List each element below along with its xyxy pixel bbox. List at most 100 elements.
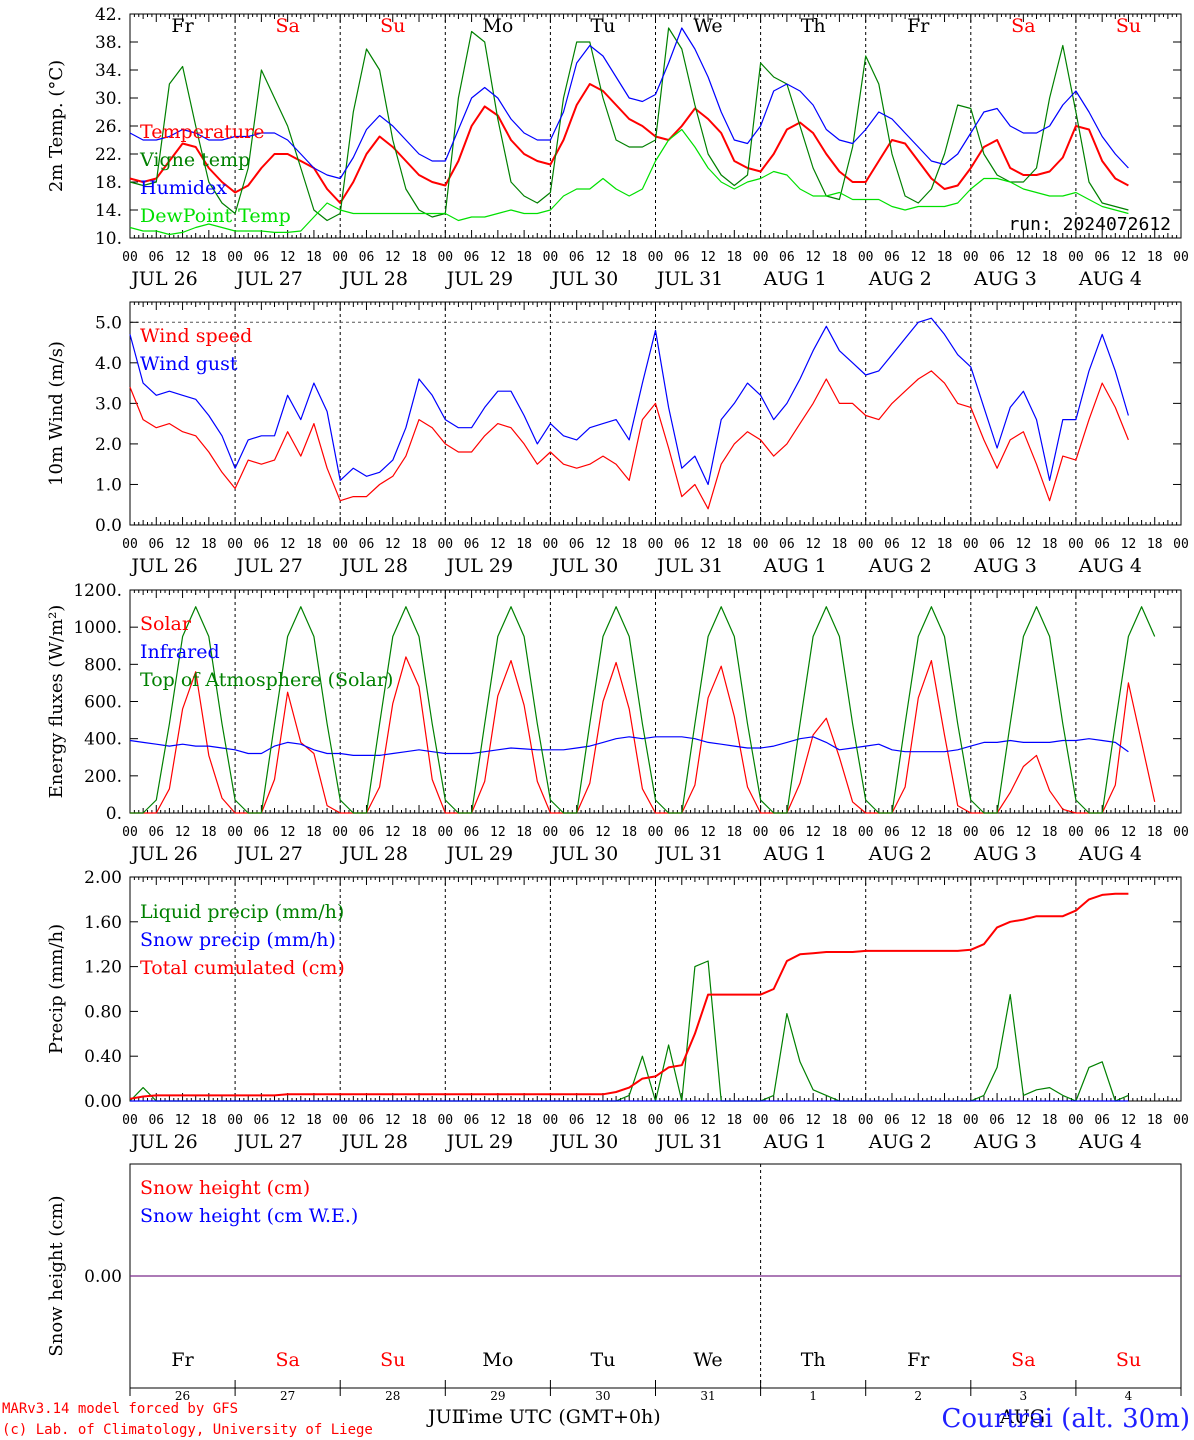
- x-hour-label: 06: [989, 250, 1005, 265]
- x-hour-label: 12: [1016, 537, 1032, 552]
- x-hour-label: 12: [385, 250, 401, 265]
- weekday-label: Tu: [590, 15, 615, 37]
- x-date-label: JUL 26: [129, 843, 197, 865]
- x-hour-label: 18: [306, 825, 322, 840]
- x-hour-label: 00: [1068, 825, 1084, 840]
- x-hour-label: 18: [516, 537, 532, 552]
- x-hour-label: 12: [700, 1113, 716, 1128]
- series-line-2: [129, 317, 1129, 486]
- x-hour-label: 12: [805, 250, 821, 265]
- x-hour-label: 18: [1147, 1113, 1163, 1128]
- x-hour-label: 18: [937, 250, 953, 265]
- x-hour-label: 00: [1068, 1113, 1084, 1128]
- x-date-label: JUL 27: [234, 555, 302, 577]
- x-hour-label: 06: [1094, 825, 1110, 840]
- x-hour-label: 18: [201, 250, 217, 265]
- weekday-label: Sa: [1011, 15, 1035, 37]
- x-date-label: JUL 26: [129, 268, 197, 290]
- x-hour-label: 00: [332, 1113, 348, 1128]
- credit-line-1: MARv3.14 model forced by GFS: [2, 1401, 238, 1417]
- y-tick-label: 26.: [95, 117, 122, 137]
- x-hour-label: 00: [963, 1113, 979, 1128]
- x-date-label: JUL 30: [550, 1131, 618, 1153]
- x-hour-label: 06: [359, 250, 375, 265]
- y-tick-label: 18.: [95, 173, 122, 193]
- series-line-1: [129, 960, 1129, 1102]
- legend-entry: Top of Atmosphere (Solar): [140, 669, 393, 691]
- x-hour-label: 12: [595, 250, 611, 265]
- x-hour-label: 00: [122, 537, 138, 552]
- x-hour-label: 18: [726, 825, 742, 840]
- x-hour-label: 06: [779, 1113, 795, 1128]
- x-hour-label: 00: [858, 1113, 874, 1128]
- x-hour-label: 18: [937, 1113, 953, 1128]
- x-hour-label: 18: [1042, 250, 1058, 265]
- x-hour-label: 00: [543, 537, 559, 552]
- legend-entry: Liquid precip (mm/h): [140, 901, 344, 923]
- x-hour-label: 06: [464, 537, 480, 552]
- x-hour-label: 12: [175, 1113, 191, 1128]
- y-tick-label: 1.0: [95, 475, 122, 495]
- x-hour-label: 00: [858, 250, 874, 265]
- x-hour-label: 00: [437, 537, 453, 552]
- x-hour-label: 18: [832, 537, 848, 552]
- legend-entry: Humidex: [140, 177, 227, 199]
- x-hour-label: 00: [227, 825, 243, 840]
- x-date-label: JUL 28: [340, 555, 408, 577]
- panel-1: 10. 14. 18. 22. 26. 30. 34. 38. 42. 2m Temp. (°C)…: [46, 5, 1189, 290]
- x-hour-label: 12: [1121, 250, 1137, 265]
- y-tick-label: 22.: [95, 145, 122, 165]
- x-hour-label: 18: [1042, 537, 1058, 552]
- x-hour-label: 12: [805, 1113, 821, 1128]
- x-hour-label: 18: [411, 1113, 427, 1128]
- x-hour-label: 06: [148, 250, 164, 265]
- x-hour-label: 06: [989, 1113, 1005, 1128]
- y-tick-label: 42.: [95, 5, 122, 25]
- x-hour-label: 06: [674, 1113, 690, 1128]
- plot-frame: [129, 589, 1182, 814]
- y-tick-label: 1.60: [84, 913, 122, 933]
- legend-entry: Temperature: [140, 121, 264, 143]
- x-hour-label: 00: [858, 537, 874, 552]
- y-tick-label: 200.: [84, 767, 122, 787]
- x-hour-label: 00: [227, 1113, 243, 1128]
- x-hour-label: 12: [1016, 250, 1032, 265]
- x-hour-label: 06: [464, 1113, 480, 1128]
- x-hour-label: 12: [700, 825, 716, 840]
- y-axis-label: Precip (mm/h): [46, 924, 67, 1054]
- legend-entry: Total cumulated (cm): [140, 957, 345, 979]
- x-hour-label: 12: [385, 825, 401, 840]
- x-hour-label: 18: [621, 537, 637, 552]
- x-hour-label: 12: [595, 825, 611, 840]
- x-hour-label: 00: [963, 250, 979, 265]
- x-hour-label: 00: [648, 825, 664, 840]
- x-hour-label: 12: [1121, 537, 1137, 552]
- y-tick-label: 1200.: [73, 581, 122, 601]
- x-hour-label: 00: [753, 250, 769, 265]
- x-hour-label: 06: [254, 250, 270, 265]
- x-hour-label: 00: [1173, 250, 1189, 265]
- weekday-label: Fr: [171, 15, 194, 37]
- x-hour-label: 18: [306, 537, 322, 552]
- x-hour-label: 18: [1042, 1113, 1058, 1128]
- x-hour-label: 12: [1121, 825, 1137, 840]
- x-hour-label: 00: [753, 537, 769, 552]
- x-hour-label: 06: [674, 250, 690, 265]
- x-hour-label: 00: [963, 825, 979, 840]
- x-date-label: AUG 4: [1078, 555, 1142, 577]
- x-date-label: AUG 1: [763, 268, 827, 290]
- legend-entry: Wind gust: [140, 353, 238, 375]
- x-date-label: JUL 26: [129, 1131, 197, 1153]
- legend-entry: Wind speed: [140, 325, 252, 347]
- panel-2: 0.0 1.0 2.0 3.0 4.0 5.0 10m Wind (m/s) 00 06 12 18…: [46, 301, 1189, 577]
- x-hour-label: 18: [516, 825, 532, 840]
- x-date-label: AUG 1: [763, 843, 827, 865]
- x-hour-label: 06: [674, 537, 690, 552]
- x-hour-label: 00: [122, 250, 138, 265]
- y-tick-label: 0.00: [84, 1267, 122, 1287]
- x-hour-label: 18: [621, 1113, 637, 1128]
- x-hour-label: 06: [989, 825, 1005, 840]
- x-hour-label: 18: [937, 537, 953, 552]
- x-hour-label: 12: [1016, 1113, 1032, 1128]
- x-hour-label: 12: [910, 250, 926, 265]
